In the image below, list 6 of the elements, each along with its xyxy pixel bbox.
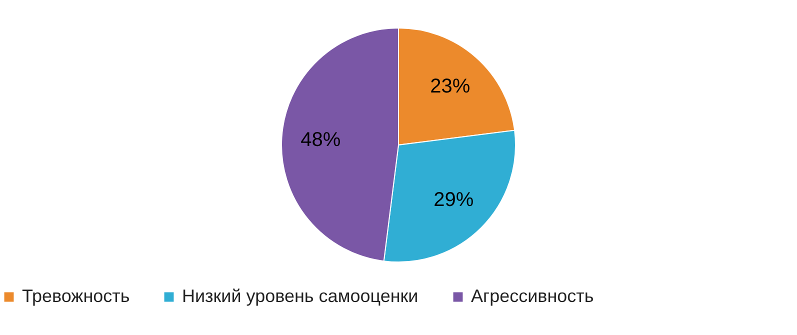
legend-label: Низкий уровень самооценки xyxy=(182,286,418,306)
data-label: 23% xyxy=(430,75,470,98)
data-label: 48% xyxy=(300,129,341,152)
data-label: 29% xyxy=(434,189,474,212)
legend-label: Агрессивность xyxy=(471,286,594,306)
legend-label: Тревожность xyxy=(22,286,130,306)
